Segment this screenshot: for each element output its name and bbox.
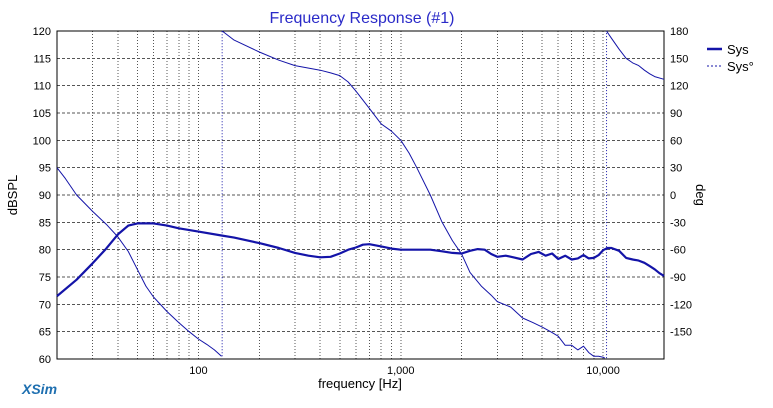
y-right-tick-label: -30: [670, 217, 686, 229]
y-left-tick-label: 65: [39, 327, 51, 339]
legend-sys-phase-label: Sys°: [727, 59, 754, 74]
xsim-brand-logo: XSim: [21, 381, 57, 397]
y-left-tick-label: 100: [33, 135, 51, 147]
series-line-sys: [56, 222, 665, 297]
y-left-tick-label: 95: [39, 163, 51, 175]
x-tick-label: 100: [189, 365, 207, 377]
grid-layer: [57, 31, 664, 359]
y-right-tick-label: 150: [670, 53, 688, 65]
chart-title: Frequency Response (#1): [270, 10, 455, 27]
y-left-tick-label: 105: [33, 108, 51, 120]
y-left-tick-label: 115: [33, 53, 51, 65]
y-right-tick-label: 0: [670, 190, 676, 202]
series-line-sys-phase: [606, 30, 665, 80]
x-axis-label: frequency [Hz]: [318, 376, 402, 391]
y-right-tick-label: 120: [670, 81, 688, 93]
y-axis-right-label: deg: [693, 184, 708, 206]
x-tick-label: 10,000: [586, 365, 620, 377]
y-right-tick-label: -90: [670, 272, 686, 284]
y-left-tick-label: 80: [39, 245, 51, 257]
y-left-tick-label: 75: [39, 272, 51, 284]
y-left-tick-label: 60: [39, 354, 51, 366]
y-right-tick-label: 30: [670, 163, 682, 175]
x-tick-label: 1,000: [387, 365, 415, 377]
y-right-tick-label: 60: [670, 135, 682, 147]
y-right-tick-label: 180: [670, 26, 688, 38]
plot-frame: [56, 30, 665, 360]
legend[interactable]: Sys Sys°: [707, 42, 754, 74]
y-right-tick-label: -150: [670, 327, 692, 339]
y-right-tick-label: -120: [670, 299, 692, 311]
y-left-tick-label: 85: [39, 217, 51, 229]
y-axis-left-label: dBSPL: [5, 175, 20, 215]
y-left-tick-label: 70: [39, 299, 51, 311]
y-left-tick-label: 110: [33, 81, 51, 93]
tick-layer: 60 65 70 75 80 85 90 95 100 105 110 115 120 -150 -120 -…: [33, 26, 692, 377]
series-line-sys-phase: [56, 167, 222, 357]
y-left-tick-label: 120: [33, 26, 51, 38]
series-layer: [56, 30, 665, 359]
y-right-tick-label: -60: [670, 245, 686, 257]
y-right-tick-label: 90: [670, 108, 682, 120]
series-line-sys-phase: [221, 30, 606, 359]
y-left-tick-label: 90: [39, 190, 51, 202]
legend-sys-label: Sys: [727, 42, 749, 57]
